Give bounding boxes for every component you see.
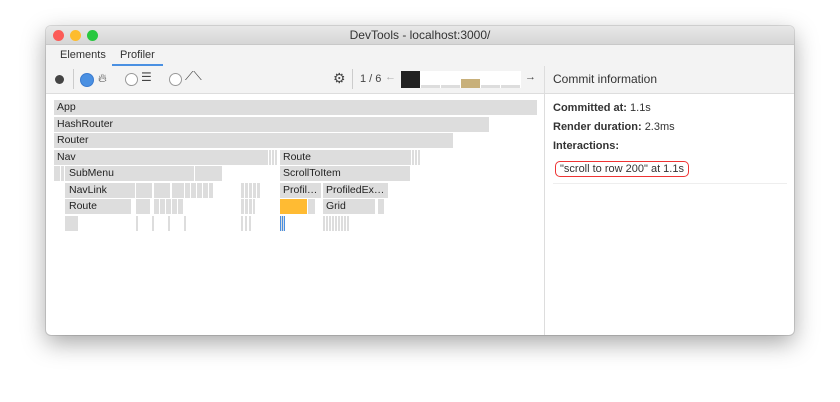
interactions-icon: ⟋⟍ bbox=[185, 69, 202, 83]
flame-node[interactable] bbox=[280, 216, 285, 231]
close-button[interactable] bbox=[53, 30, 64, 41]
flame-node[interactable] bbox=[412, 150, 420, 165]
title-bar: DevTools - localhost:3000/ bbox=[46, 26, 794, 45]
interactions-radio[interactable] bbox=[169, 73, 182, 86]
value: 2.3ms bbox=[644, 121, 675, 133]
minimize-button[interactable] bbox=[70, 30, 81, 41]
flame-node-selected[interactable] bbox=[280, 199, 307, 214]
flame-node[interactable] bbox=[195, 166, 222, 181]
commit-bar[interactable] bbox=[461, 79, 480, 88]
value: 1.1s bbox=[630, 102, 651, 114]
commit-bar[interactable] bbox=[501, 85, 520, 88]
label: Committed at: bbox=[553, 102, 627, 114]
divider bbox=[553, 183, 787, 184]
flame-node-navlink[interactable]: NavLink bbox=[65, 183, 135, 198]
flame-node-route[interactable]: Route bbox=[280, 150, 411, 165]
next-arrow-icon[interactable]: → bbox=[525, 71, 536, 83]
ranked-chart-icon: ☰ bbox=[141, 70, 152, 84]
flame-graph: App HashRouter Router Nav Route SubMenu … bbox=[46, 94, 544, 335]
commit-selector[interactable] bbox=[401, 71, 521, 88]
flame-node-profiler[interactable]: Profil… bbox=[280, 183, 321, 198]
flame-node-nav[interactable]: Nav bbox=[54, 150, 268, 165]
flame-node-hashrouter[interactable]: HashRouter bbox=[54, 117, 489, 132]
interactions-label: Interactions: bbox=[553, 140, 619, 152]
flame-node-submenu[interactable]: SubMenu bbox=[65, 166, 194, 181]
flame-node[interactable] bbox=[185, 183, 213, 198]
label: Interactions: bbox=[553, 140, 620, 152]
flame-node-grid[interactable]: Grid bbox=[323, 199, 375, 214]
profiler-toolbar: 🔥︎ ☰ ⟋⟍ ⚙ 1 / 6 ← → bbox=[46, 66, 544, 94]
tab-bar: Elements Profiler bbox=[46, 45, 794, 67]
tab-elements[interactable]: Elements bbox=[60, 49, 106, 61]
flame-node[interactable] bbox=[54, 166, 60, 181]
flame-node[interactable] bbox=[323, 216, 350, 231]
tab-profiler[interactable]: Profiler bbox=[112, 45, 163, 66]
flame-node[interactable] bbox=[308, 199, 315, 214]
flame-node-profiledexample[interactable]: ProfiledEx… bbox=[323, 183, 388, 198]
flame-chart-icon: 🔥︎ bbox=[98, 71, 107, 85]
commit-bar[interactable] bbox=[481, 85, 500, 88]
flame-node-app[interactable]: App bbox=[54, 100, 537, 115]
interaction-item[interactable]: "scroll to row 200" at 1.1s bbox=[555, 161, 689, 177]
ranked-chart-radio[interactable] bbox=[125, 73, 138, 86]
commit-bar[interactable] bbox=[441, 85, 460, 88]
render-duration: Render duration: 2.3ms bbox=[553, 121, 675, 133]
flame-node[interactable] bbox=[154, 199, 184, 214]
flame-node[interactable] bbox=[136, 183, 184, 198]
commit-information-panel: Commit information Committed at: 1.1s Re… bbox=[544, 66, 794, 335]
settings-icon[interactable]: ⚙ bbox=[333, 70, 346, 86]
flame-chart-radio[interactable] bbox=[80, 73, 94, 87]
flame-node[interactable] bbox=[136, 216, 196, 231]
flame-node-scrolltoitem[interactable]: ScrollToItem bbox=[280, 166, 410, 181]
committed-at: Committed at: 1.1s bbox=[553, 102, 651, 114]
flame-node-route[interactable]: Route bbox=[65, 199, 131, 214]
flame-node[interactable] bbox=[136, 199, 150, 214]
record-icon[interactable] bbox=[55, 75, 64, 84]
divider bbox=[73, 69, 74, 89]
label: Render duration: bbox=[553, 121, 642, 133]
prev-arrow-icon[interactable]: ← bbox=[385, 71, 396, 83]
divider bbox=[352, 69, 353, 89]
flame-node[interactable] bbox=[241, 216, 253, 231]
devtools-window: DevTools - localhost:3000/ Elements Prof… bbox=[46, 26, 794, 335]
flame-node[interactable] bbox=[241, 199, 255, 214]
commit-counter: 1 / 6 bbox=[360, 73, 382, 85]
flame-node[interactable] bbox=[269, 150, 278, 165]
window-title: DevTools - localhost:3000/ bbox=[349, 28, 491, 42]
flame-node[interactable] bbox=[65, 216, 78, 231]
flame-node-router[interactable]: Router bbox=[54, 133, 453, 148]
panel-title: Commit information bbox=[545, 66, 794, 94]
flame-node[interactable] bbox=[241, 183, 261, 198]
flame-node[interactable] bbox=[378, 199, 384, 214]
commit-bar[interactable] bbox=[401, 71, 420, 88]
maximize-button[interactable] bbox=[87, 30, 98, 41]
flame-node[interactable] bbox=[61, 166, 64, 181]
commit-bar[interactable] bbox=[421, 85, 440, 88]
